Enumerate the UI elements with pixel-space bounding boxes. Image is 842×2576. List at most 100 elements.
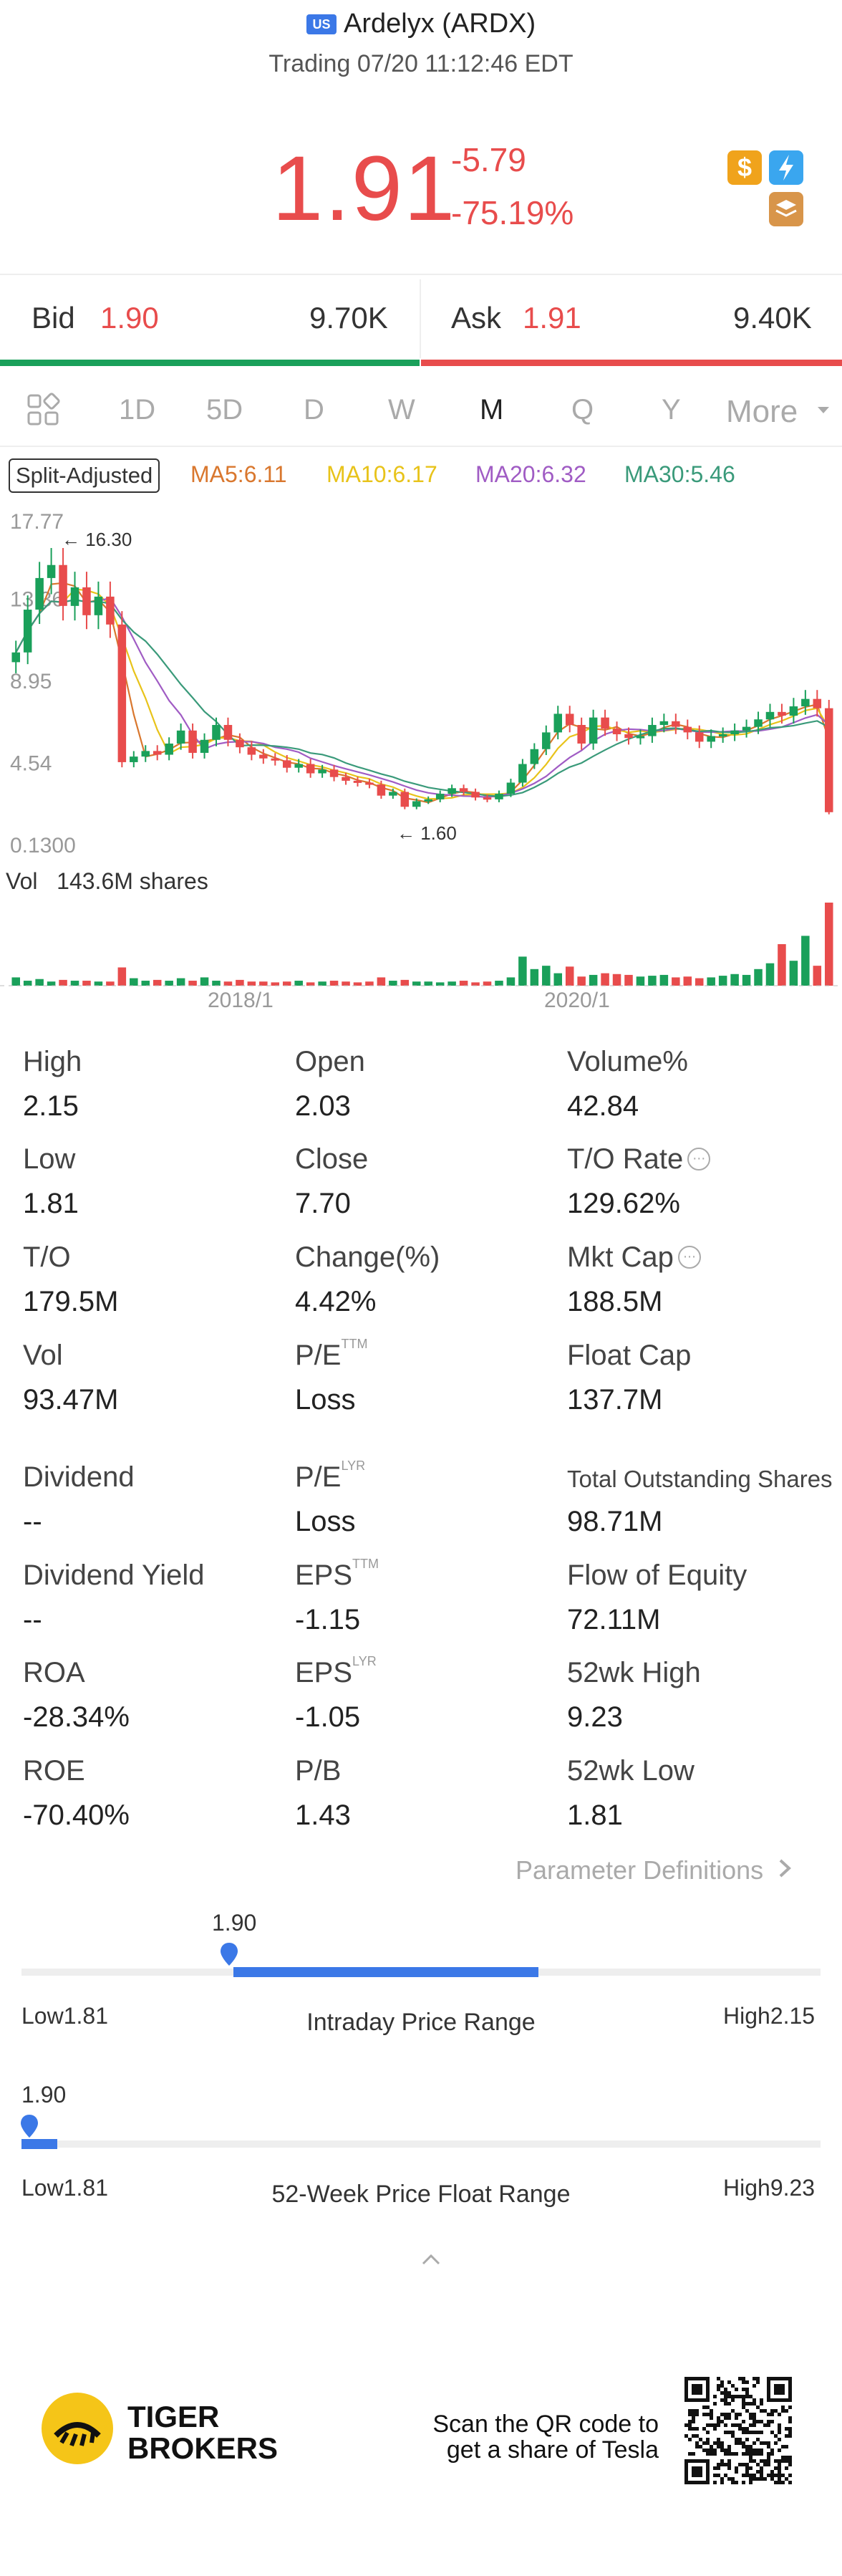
qr-module bbox=[767, 2420, 770, 2423]
volume-bar bbox=[106, 981, 115, 986]
qr-module bbox=[724, 2395, 727, 2398]
intraday-range-title: Intraday Price Range bbox=[306, 2009, 536, 2036]
qr-module bbox=[756, 2377, 760, 2380]
flash-icon[interactable] bbox=[769, 150, 803, 185]
candle-body bbox=[59, 564, 67, 606]
stat-label: 52wk Low bbox=[567, 1755, 695, 1787]
candlestick-chart[interactable]: 17.7713.368.954.540.1300 ← 16.30← 1.60 bbox=[0, 501, 842, 989]
stat-label: 52wk High bbox=[567, 1657, 701, 1689]
stat-label: P/ELYR bbox=[295, 1458, 365, 1494]
tab-d[interactable]: D bbox=[304, 394, 324, 426]
low-value: 1.81 bbox=[63, 2003, 108, 2029]
chevron-down-icon[interactable] bbox=[816, 405, 831, 415]
stat-label: Flow of Equity bbox=[567, 1559, 747, 1592]
qr-module bbox=[735, 2441, 738, 2445]
last-price: 1.91 bbox=[272, 138, 457, 240]
qr-module bbox=[753, 2441, 756, 2445]
qr-module bbox=[770, 2409, 774, 2413]
tab-5d[interactable]: 5D bbox=[206, 394, 243, 426]
stat-label: Mkt Cap ⋯ bbox=[567, 1241, 701, 1274]
stat-label-text: High bbox=[23, 1046, 82, 1077]
qr-module bbox=[727, 2416, 731, 2420]
volume-bar bbox=[825, 903, 833, 986]
grid-icon[interactable] bbox=[26, 393, 62, 428]
info-icon[interactable]: ⋯ bbox=[687, 1148, 711, 1171]
qr-module bbox=[785, 2445, 788, 2448]
tab-y[interactable]: Y bbox=[662, 394, 681, 426]
stat-value: 1.81 bbox=[567, 1799, 623, 1831]
qr-module bbox=[731, 2452, 735, 2456]
candle-body bbox=[11, 652, 20, 663]
info-icon[interactable]: ⋯ bbox=[677, 1246, 701, 1269]
qr-caption: Scan the QR code to get a share of Tesla bbox=[401, 2411, 659, 2463]
volume-value: 143.6M shares bbox=[57, 868, 208, 894]
qr-module bbox=[692, 2409, 695, 2413]
stat-label: T/O Rate ⋯ bbox=[567, 1143, 711, 1176]
chevron-up-icon[interactable] bbox=[421, 2249, 441, 2269]
qr-module bbox=[702, 2413, 706, 2416]
stat-value: -- bbox=[23, 1506, 42, 1537]
qr-module bbox=[774, 2441, 778, 2445]
qr-module bbox=[770, 2452, 774, 2456]
qr-module bbox=[713, 2452, 717, 2456]
qr-module bbox=[749, 2395, 753, 2398]
tab-w[interactable]: W bbox=[388, 394, 415, 426]
qr-module bbox=[778, 2477, 781, 2481]
candle-body bbox=[94, 596, 103, 615]
volume-bar bbox=[353, 982, 362, 986]
qr-module bbox=[770, 2413, 774, 2416]
tab-more[interactable]: More bbox=[726, 394, 798, 429]
qr-module bbox=[760, 2452, 763, 2456]
quote-header: US Ardelyx (ARDX) Trading 07/20 11:12:46… bbox=[0, 0, 842, 272]
candle-body bbox=[153, 751, 162, 755]
qr-module bbox=[706, 2441, 710, 2445]
volume-bar bbox=[59, 979, 67, 986]
stat-label-text: EPS bbox=[295, 1559, 353, 1591]
parameter-definitions-link[interactable]: Parameter Definitions bbox=[516, 1855, 793, 1885]
qr-module bbox=[727, 2459, 731, 2463]
qr-module bbox=[781, 2474, 785, 2477]
qr-module bbox=[724, 2391, 727, 2395]
volume-bar bbox=[789, 961, 798, 986]
qr-module bbox=[767, 2463, 770, 2466]
qr-module bbox=[753, 2398, 756, 2402]
qr-module bbox=[720, 2413, 724, 2416]
volume-bar bbox=[200, 977, 209, 986]
dollar-icon[interactable]: $ bbox=[727, 150, 762, 185]
candle-body bbox=[754, 719, 763, 727]
qr-module bbox=[717, 2441, 720, 2445]
volume-bar bbox=[530, 969, 539, 986]
tab-q[interactable]: Q bbox=[571, 394, 594, 426]
candle-body bbox=[412, 801, 421, 807]
volume-bar bbox=[601, 973, 609, 986]
candle-body bbox=[801, 698, 810, 707]
stack-icon[interactable] bbox=[769, 192, 803, 226]
ask-label: Ask bbox=[451, 301, 502, 335]
qr-module bbox=[717, 2474, 720, 2477]
qr-code[interactable] bbox=[684, 2377, 792, 2484]
ask-size: 9.40K bbox=[733, 301, 812, 335]
trading-time: Trading 07/20 11:12:46 EDT bbox=[268, 50, 574, 77]
qr-module bbox=[742, 2420, 745, 2423]
qr-module bbox=[760, 2459, 763, 2463]
candle-body bbox=[495, 794, 503, 799]
qr-module bbox=[788, 2406, 792, 2409]
volume-bar bbox=[365, 981, 374, 986]
qr-module bbox=[753, 2377, 756, 2380]
tab-1d[interactable]: 1D bbox=[119, 394, 156, 426]
y-tick-label: 4.54 bbox=[10, 752, 52, 776]
qr-module bbox=[699, 2445, 702, 2448]
volume-bar bbox=[306, 982, 315, 986]
ma10-line bbox=[15, 588, 830, 800]
tab-m[interactable]: M bbox=[480, 394, 504, 426]
volume-bar bbox=[506, 977, 516, 986]
volume-bar bbox=[778, 944, 786, 986]
bid-volume-bar bbox=[0, 360, 420, 366]
qr-module bbox=[788, 2481, 792, 2484]
qr-module bbox=[713, 2481, 717, 2484]
qr-module bbox=[749, 2459, 753, 2463]
stat-value: 7.70 bbox=[295, 1188, 351, 1219]
split-adjusted-button[interactable]: Split-Adjusted bbox=[9, 458, 160, 493]
qr-module bbox=[742, 2431, 745, 2434]
qr-module bbox=[695, 2441, 699, 2445]
